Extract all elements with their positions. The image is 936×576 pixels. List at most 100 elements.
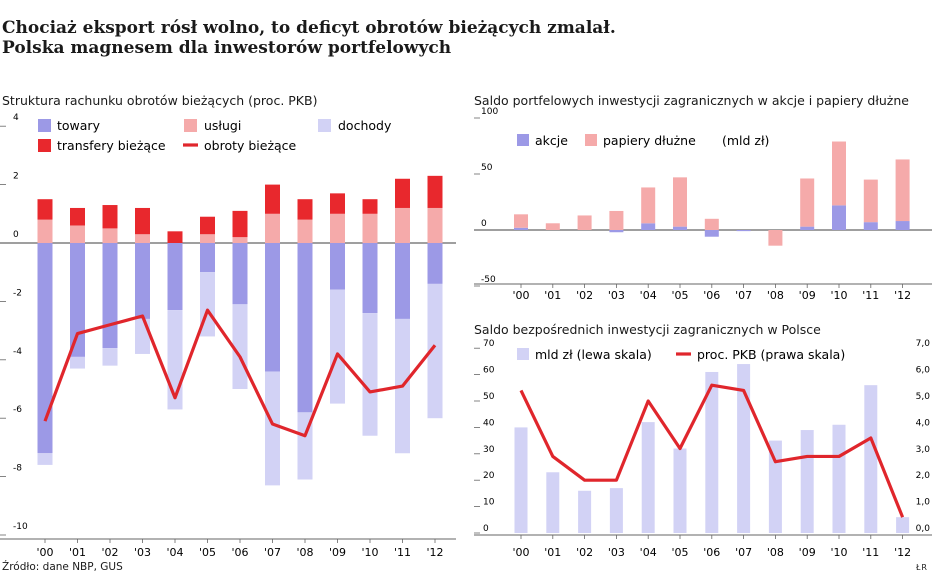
dochody-bar bbox=[70, 356, 85, 369]
transfery-bar bbox=[200, 216, 215, 235]
transfery-bar bbox=[265, 184, 280, 214]
left-x-tick-label: '12 bbox=[426, 546, 443, 559]
bottom-right-right-tick-label: 7,0 bbox=[916, 339, 931, 349]
unit-label: (mld zł) bbox=[722, 133, 769, 148]
papiery-dluzne-bar bbox=[704, 218, 719, 230]
chart-title-line-2: Polska magnesem dla inwestorów portfelow… bbox=[2, 38, 452, 58]
left-y-tick-label: -6 bbox=[13, 405, 22, 415]
top-right-x-tick-label: '09 bbox=[799, 289, 816, 302]
akcje-bar bbox=[673, 226, 687, 230]
bottom-right-left-tick-label: 30 bbox=[483, 445, 495, 455]
bottom-right-x-tick-label: '05 bbox=[671, 546, 688, 559]
papiery-dluzne-bar bbox=[514, 214, 528, 228]
bottom-right-left-tick-label: 20 bbox=[483, 471, 495, 481]
transfery-bar bbox=[362, 199, 378, 214]
uslugi-bar bbox=[232, 237, 248, 243]
left-x-tick-label: '05 bbox=[199, 546, 216, 559]
bottom-right-x-tick-label: '12 bbox=[894, 546, 911, 559]
mld-zl-bar bbox=[832, 424, 846, 533]
towary-bar bbox=[70, 243, 85, 357]
uslugi-bar bbox=[395, 207, 410, 243]
towary-bar bbox=[200, 243, 215, 273]
left-y-tick-label: 0 bbox=[13, 230, 19, 240]
towary-bar bbox=[427, 243, 443, 284]
transfery-bar bbox=[70, 207, 85, 226]
transfery-bar bbox=[102, 205, 118, 229]
source-note: Źródło: dane NBP, GUS bbox=[2, 561, 123, 573]
transfery-bar bbox=[427, 175, 443, 208]
bottom-right-left-tick-label: 50 bbox=[483, 392, 495, 402]
left-x-tick-label: '10 bbox=[361, 546, 378, 559]
left-x-tick-label: '11 bbox=[394, 546, 411, 559]
mld-zl-bar bbox=[641, 422, 655, 533]
legend-akcje-swatch bbox=[517, 134, 529, 146]
bottom-right-right-tick-label: 4,0 bbox=[916, 418, 931, 428]
dochody-bar bbox=[362, 313, 378, 436]
bottom-right-left-tick-label: 60 bbox=[483, 366, 495, 376]
bottom-right-right-tick-label: 0,0 bbox=[916, 524, 931, 534]
legend-dochody-swatch bbox=[318, 119, 331, 132]
dochody-bar bbox=[102, 348, 118, 366]
left-y-tick-label: 2 bbox=[13, 172, 19, 182]
legend-papiery-swatch bbox=[585, 134, 597, 146]
transfery-bar bbox=[135, 207, 150, 235]
uslugi-bar bbox=[362, 213, 378, 243]
towary-bar bbox=[232, 243, 248, 305]
proc-pkb-line bbox=[519, 383, 905, 518]
transfery-bar bbox=[167, 231, 183, 243]
papiery-dluzne-bar bbox=[609, 210, 624, 230]
left-x-tick-label: '06 bbox=[231, 546, 248, 559]
mld-zl-bar bbox=[546, 472, 560, 533]
papiery-dluzne-bar bbox=[545, 223, 560, 230]
bottom-right-x-tick-label: '02 bbox=[576, 546, 593, 559]
dochody-bar bbox=[427, 283, 443, 419]
bottom-right-chart-title: Saldo bezpośrednich inwestycji zagranicz… bbox=[474, 322, 821, 337]
bottom-right-x-tick-label: '03 bbox=[608, 546, 625, 559]
top-right-x-tick-label: '07 bbox=[735, 289, 752, 302]
towary-bar bbox=[362, 243, 378, 314]
akcje-bar bbox=[641, 223, 656, 230]
bottom-right-left-tick-label: 10 bbox=[483, 498, 495, 508]
bottom-right-x-tick-label: '08 bbox=[767, 546, 784, 559]
top-right-x-tick-label: '01 bbox=[544, 289, 561, 302]
papiery-dluzne-bar bbox=[832, 141, 846, 206]
legend-towary-label: towary bbox=[57, 118, 101, 133]
towary-bar bbox=[102, 243, 118, 349]
left-y-tick-label: -8 bbox=[13, 464, 22, 474]
bottom-right-right-tick-label: 6,0 bbox=[916, 366, 931, 376]
towary-bar bbox=[395, 243, 410, 319]
transfery-bar bbox=[37, 199, 53, 220]
akcje-bar bbox=[514, 227, 528, 230]
left-y-tick-label: 4 bbox=[13, 113, 19, 123]
mld-zl-bar bbox=[737, 364, 751, 533]
top-right-y-tick-label: 50 bbox=[481, 163, 493, 173]
mld-zl-bar bbox=[768, 440, 782, 533]
legend-transfery-swatch bbox=[38, 139, 51, 152]
uslugi-bar bbox=[70, 225, 85, 243]
left-chart-title: Struktura rachunku obrotów bieżących (pr… bbox=[2, 93, 318, 108]
legend-akcje-label: akcje bbox=[535, 133, 568, 148]
left-y-tick-label: -10 bbox=[13, 522, 28, 532]
bottom-right-right-tick-label: 1,0 bbox=[916, 498, 931, 508]
author-signature: ŁR bbox=[915, 563, 928, 572]
transfery-bar bbox=[232, 210, 248, 238]
top-right-y-tick-label: 100 bbox=[481, 107, 498, 117]
towary-bar bbox=[167, 243, 183, 311]
uslugi-bar bbox=[330, 213, 345, 243]
dochody-bar bbox=[265, 371, 280, 486]
uslugi-bar bbox=[297, 219, 313, 243]
left-x-tick-label: '08 bbox=[296, 546, 313, 559]
legend-mld-zl-swatch bbox=[517, 348, 529, 360]
legend-dochody-label: dochody bbox=[338, 118, 392, 133]
dochody-bar bbox=[37, 453, 53, 465]
towary-bar bbox=[265, 243, 280, 372]
mld-zl-bar bbox=[609, 488, 623, 533]
papiery-dluzne-bar bbox=[895, 159, 910, 222]
mld-zl-bar bbox=[800, 430, 814, 533]
legend-mld-zl-label: mld zł (lewa skala) bbox=[535, 347, 652, 362]
mld-zl-bar bbox=[864, 385, 878, 533]
left-x-tick-label: '03 bbox=[134, 546, 151, 559]
bottom-right-right-tick-label: 3,0 bbox=[916, 445, 931, 455]
bottom-right-x-tick-label: '04 bbox=[640, 546, 657, 559]
left-x-tick-label: '09 bbox=[329, 546, 346, 559]
